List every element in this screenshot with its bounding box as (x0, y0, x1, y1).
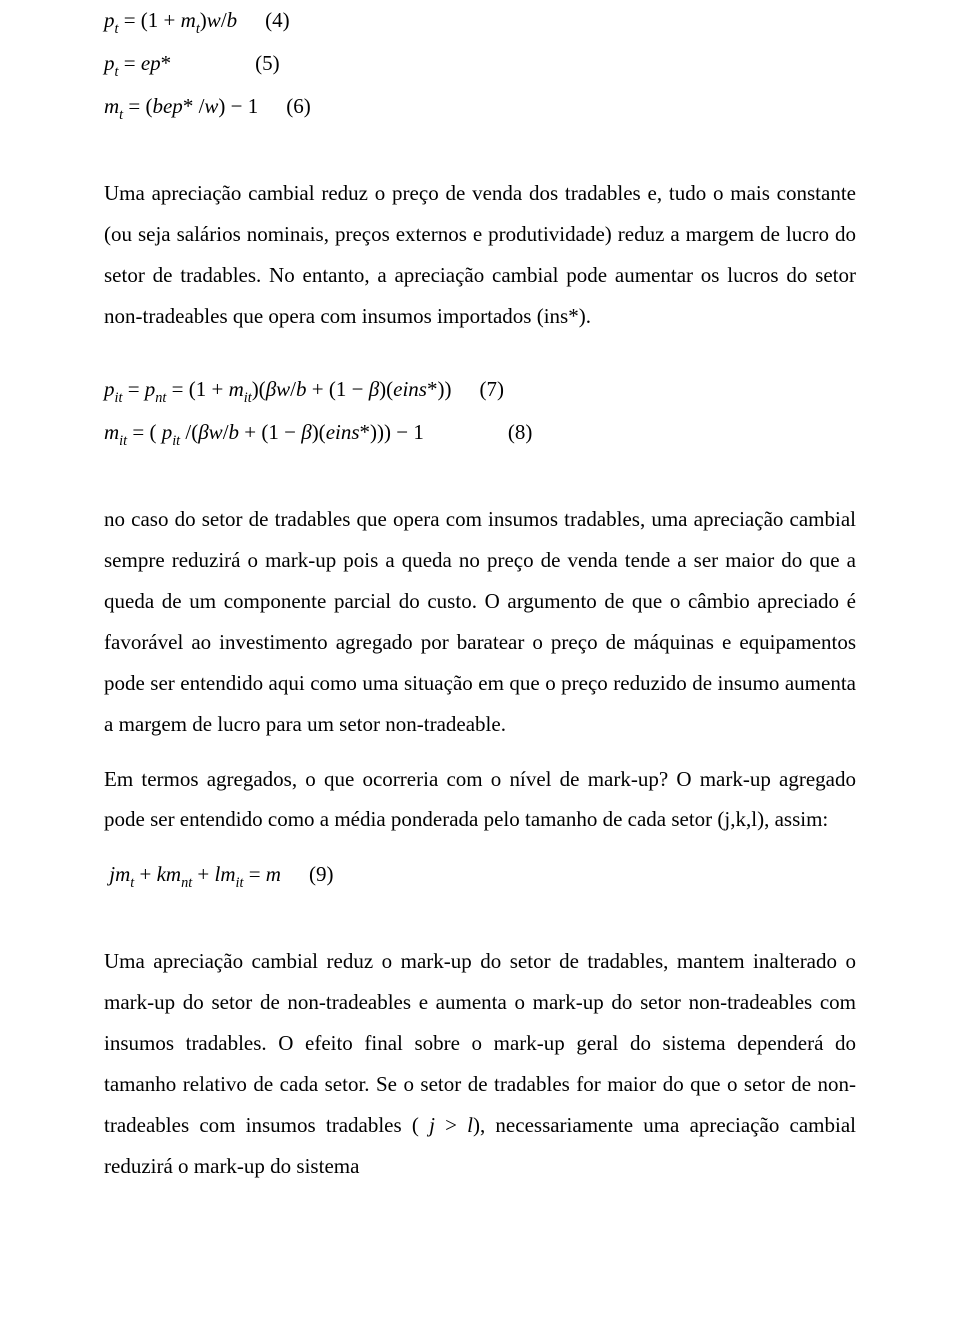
equation-8-label: (8) (508, 412, 533, 453)
equation-9: jmt + kmnt + lmit = m (9) (104, 854, 856, 897)
equation-block-4-6: pt = (1 + mt)w/b (4) pt = ep* (5) mt = (… (104, 0, 856, 129)
equation-7-formula: pit = pnt = (1 + mit)(βw/b + (1 − β)(ein… (104, 369, 451, 412)
equation-9-label: (9) (309, 854, 334, 895)
equation-6-formula: mt = (bep* /w) − 1 (104, 86, 258, 129)
equation-6: mt = (bep* /w) − 1 (6) (104, 86, 856, 129)
spacer (104, 135, 856, 161)
document-page: pt = (1 + mt)w/b (4) pt = ep* (5) mt = (… (0, 0, 960, 1338)
paragraph-2: no caso do setor de tradables que opera … (104, 499, 856, 745)
equation-4: pt = (1 + mt)w/b (4) (104, 0, 856, 43)
equation-8-formula: mit = ( pit /(βw/b + (1 − β)(eins*))) − … (104, 412, 424, 455)
equation-block-9: jmt + kmnt + lmit = m (9) (104, 854, 856, 897)
spacer (104, 903, 856, 929)
paragraph-3: Em termos agregados, o que ocorreria com… (104, 759, 856, 841)
equation-5-label: (5) (255, 43, 280, 84)
equation-8: mit = ( pit /(βw/b + (1 − β)(eins*))) − … (104, 412, 856, 455)
spacer (104, 461, 856, 487)
paragraph-4: Uma apreciação cambial reduz o mark-up d… (104, 941, 856, 1187)
equation-4-formula: pt = (1 + mt)w/b (104, 0, 237, 43)
equation-4-label: (4) (265, 0, 290, 41)
spacer (104, 351, 856, 369)
paragraph-1: Uma apreciação cambial reduz o preço de … (104, 173, 856, 337)
equation-block-7-8: pit = pnt = (1 + mit)(βw/b + (1 − β)(ein… (104, 369, 856, 455)
equation-5: pt = ep* (5) (104, 43, 856, 86)
equation-7-label: (7) (479, 369, 504, 410)
equation-7: pit = pnt = (1 + mit)(βw/b + (1 − β)(ein… (104, 369, 856, 412)
equation-6-label: (6) (286, 86, 311, 127)
equation-9-formula: jmt + kmnt + lmit = m (104, 854, 281, 897)
inline-inequality: ( j > l) (412, 1113, 480, 1137)
equation-5-formula: pt = ep* (104, 43, 171, 86)
paragraph-4-part-a: Uma apreciação cambial reduz o mark-up d… (104, 949, 856, 1137)
